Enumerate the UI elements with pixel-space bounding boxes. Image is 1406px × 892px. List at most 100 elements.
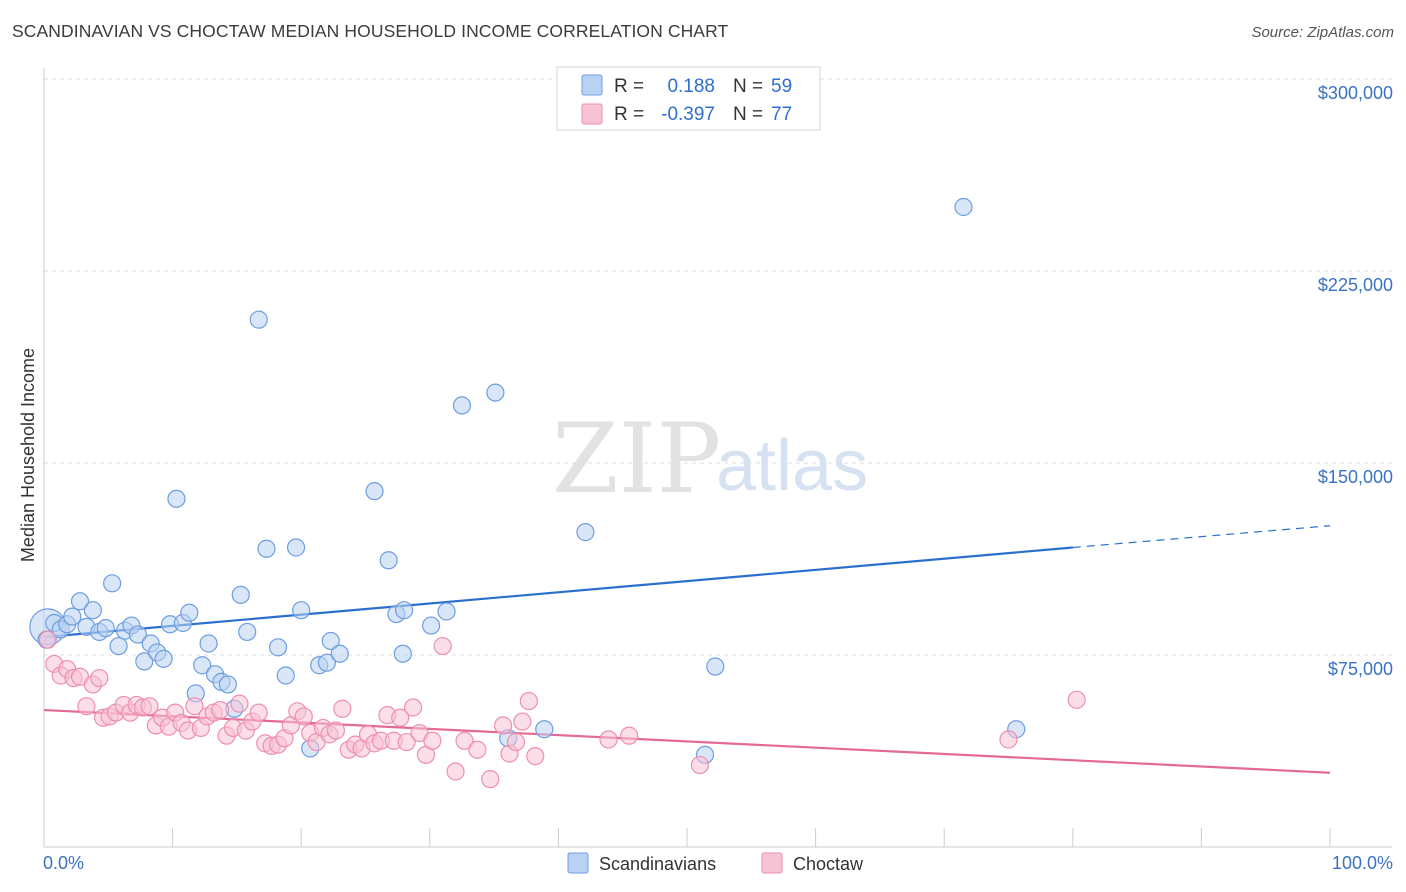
x-tick-label: 100.0%	[1332, 853, 1393, 873]
watermark-zip: ZIP	[552, 403, 721, 515]
data-point	[513, 712, 532, 731]
axes	[43, 68, 1392, 848]
data-point	[421, 616, 441, 635]
data-point	[140, 697, 159, 716]
data-point	[397, 732, 416, 752]
data-point	[294, 707, 313, 726]
data-point	[486, 383, 505, 402]
legend-r-label: R =	[614, 104, 644, 125]
data-point	[437, 602, 456, 621]
data-point	[70, 592, 90, 611]
data-point	[103, 574, 122, 593]
data-point	[706, 657, 725, 676]
x-tick-label: 0.0%	[43, 853, 84, 873]
data-point	[506, 732, 526, 752]
data-point	[391, 708, 410, 727]
data-point	[257, 539, 276, 558]
y-tick-label: $225,000	[1318, 275, 1393, 295]
data-point	[468, 740, 487, 759]
data-point	[230, 694, 249, 713]
data-point	[999, 730, 1018, 749]
trend-line-extension	[1072, 525, 1331, 549]
chart-title: SCANDINAVIAN VS CHOCTAW MEDIAN HOUSEHOLD…	[12, 21, 729, 41]
data-point	[494, 716, 513, 735]
data-point	[211, 700, 230, 720]
data-point	[193, 656, 212, 675]
legend-n-value: 77	[771, 104, 792, 125]
data-point	[231, 585, 250, 604]
legend-swatch-choctaw	[761, 852, 783, 874]
data-point	[330, 644, 349, 663]
legend-bottom: Scandinavians Choctaw	[567, 852, 864, 874]
data-point	[535, 720, 554, 739]
legend-n-value: 59	[771, 76, 792, 97]
data-point	[452, 396, 472, 415]
data-point	[481, 770, 500, 789]
y-tick-label: $75,000	[1328, 659, 1393, 679]
data-point	[154, 649, 173, 668]
legend-n-label: N =	[733, 104, 763, 125]
y-tick-label: $150,000	[1318, 467, 1393, 487]
data-point	[321, 631, 340, 651]
data-point	[365, 482, 384, 501]
data-point	[238, 622, 257, 642]
data-point	[249, 310, 268, 329]
data-point	[109, 636, 128, 656]
legend-r-label: R =	[614, 76, 644, 97]
data-point	[379, 551, 398, 570]
legend-top: R = 0.188 N = 59 R = -0.397 N = 77	[556, 66, 821, 131]
data-point	[576, 523, 595, 542]
data-point	[63, 607, 82, 626]
data-point	[167, 489, 186, 508]
data-point	[333, 699, 352, 718]
legend-swatch-pink	[581, 103, 603, 125]
data-point	[455, 731, 474, 750]
source-label: Source: ZipAtlas.com	[1251, 24, 1394, 41]
data-point	[326, 721, 346, 740]
data-point	[128, 625, 147, 644]
legend-swatch-scandinavians	[567, 852, 589, 874]
data-point	[38, 630, 57, 649]
data-points	[29, 197, 1086, 789]
data-point	[394, 601, 414, 620]
data-point	[249, 703, 268, 722]
grid-lines	[44, 78, 1392, 656]
data-point	[954, 197, 973, 217]
data-point	[180, 603, 199, 622]
data-point	[423, 731, 442, 750]
data-point	[403, 698, 423, 717]
legend-label-scandinavians: Scandinavians	[599, 854, 716, 874]
trend-line-pink	[43, 708, 1331, 774]
data-point	[185, 697, 204, 716]
legend-r-value: 0.188	[667, 76, 715, 97]
data-point	[96, 619, 115, 638]
y-axis-label: Median Household Income	[18, 348, 38, 562]
watermark: ZIP atlas	[552, 403, 868, 515]
legend-r-value: -0.397	[661, 104, 715, 125]
trend-line-blue	[43, 546, 1073, 639]
y-tick-label: $300,000	[1318, 83, 1393, 103]
data-point	[83, 601, 102, 620]
data-point	[77, 697, 96, 716]
data-point	[393, 644, 412, 663]
data-point	[433, 636, 452, 656]
data-point	[446, 762, 465, 781]
data-point	[317, 653, 337, 672]
data-point	[199, 634, 218, 653]
data-point	[268, 638, 288, 657]
y-tick-labels: $75,000 $150,000 $225,000 $300,000	[1318, 83, 1393, 679]
data-point	[135, 652, 154, 671]
data-point	[1067, 690, 1086, 709]
data-point	[620, 726, 639, 745]
data-point	[276, 666, 295, 685]
data-point	[218, 675, 237, 694]
data-point	[519, 691, 538, 711]
data-point	[690, 755, 709, 775]
legend-swatch-blue	[581, 74, 603, 96]
data-point	[292, 601, 311, 620]
data-point	[90, 668, 109, 688]
legend-n-label: N =	[733, 76, 763, 97]
watermark-atlas: atlas	[716, 426, 868, 506]
legend-label-choctaw: Choctaw	[793, 854, 864, 874]
